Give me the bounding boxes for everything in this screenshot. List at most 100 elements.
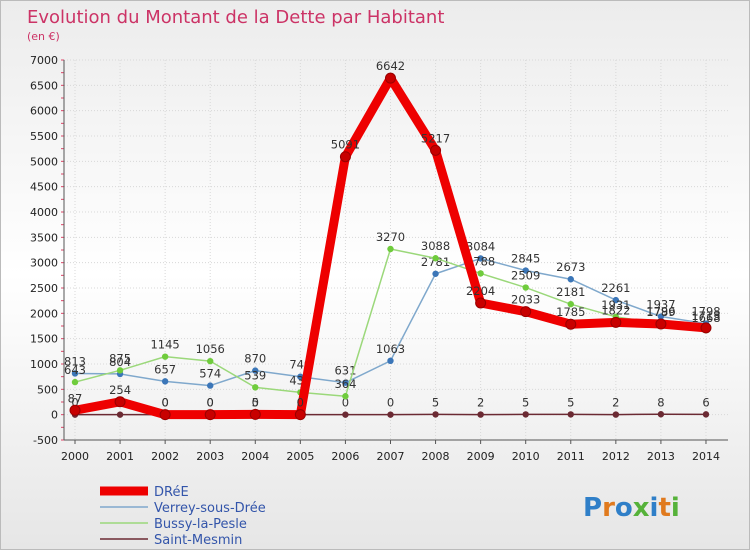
y-tick-label: 4000 xyxy=(30,206,58,219)
x-tick-label: 2010 xyxy=(512,450,540,463)
x-tick-label: 2004 xyxy=(241,450,269,463)
chart-subtitle: (en €) xyxy=(27,30,60,43)
y-tick-label: 3500 xyxy=(30,231,58,244)
data-point xyxy=(477,411,483,417)
data-point xyxy=(115,397,125,407)
data-point xyxy=(701,323,711,333)
y-tick-label: 4500 xyxy=(30,181,58,194)
legend-label: DRéE xyxy=(154,485,189,500)
data-label: 2845 xyxy=(511,252,540,266)
y-tick-label: -500 xyxy=(33,434,58,447)
data-label: 875 xyxy=(109,351,131,365)
data-label: 5217 xyxy=(421,131,450,145)
data-label: 870 xyxy=(244,352,266,366)
data-point xyxy=(252,384,258,390)
data-label: 643 xyxy=(64,363,86,377)
data-point xyxy=(521,307,531,317)
y-tick-label: 1500 xyxy=(30,333,58,346)
y-tick-label: 1000 xyxy=(30,358,58,371)
data-label: 364 xyxy=(334,377,356,391)
data-label: 8 xyxy=(657,395,664,409)
data-point xyxy=(205,410,215,420)
data-point xyxy=(656,319,666,329)
data-point xyxy=(295,410,305,420)
data-point xyxy=(613,411,619,417)
data-point xyxy=(566,319,576,329)
data-point xyxy=(387,246,393,252)
y-tick-label: 2000 xyxy=(30,307,58,320)
data-point xyxy=(160,410,170,420)
proxiti-logo-text: Proxiti xyxy=(583,493,680,523)
y-tick-label: 6500 xyxy=(30,79,58,92)
data-point xyxy=(431,145,441,155)
data-point xyxy=(658,411,664,417)
data-point xyxy=(342,393,348,399)
data-point xyxy=(387,411,393,417)
x-tick-label: 2012 xyxy=(602,450,630,463)
data-label: 1822 xyxy=(601,303,630,317)
data-label: 2033 xyxy=(511,293,540,307)
data-point xyxy=(207,382,213,388)
y-tick-label: 7000 xyxy=(30,54,58,67)
data-point xyxy=(476,298,486,308)
y-tick-label: 5000 xyxy=(30,155,58,168)
data-point xyxy=(207,358,213,364)
data-label: 3088 xyxy=(421,239,450,253)
data-point xyxy=(162,378,168,384)
data-point xyxy=(162,353,168,359)
data-label: 539 xyxy=(244,368,266,382)
data-label: 5 xyxy=(252,395,259,409)
data-label: 6642 xyxy=(376,59,405,73)
data-label: 1713 xyxy=(691,309,720,323)
data-point xyxy=(703,411,709,417)
y-tick-label: 3000 xyxy=(30,257,58,270)
data-point xyxy=(432,255,438,261)
chart-title: Evolution du Montant de la Dette par Hab… xyxy=(27,7,444,28)
data-label: 5 xyxy=(432,395,439,409)
y-tick-label: 500 xyxy=(37,383,58,396)
data-label: 5 xyxy=(567,395,574,409)
data-point xyxy=(342,411,348,417)
x-tick-label: 2003 xyxy=(196,450,224,463)
data-point xyxy=(432,271,438,277)
data-label: 0 xyxy=(387,396,394,410)
y-tick-label: 6000 xyxy=(30,105,58,118)
data-point xyxy=(568,411,574,417)
data-point xyxy=(523,284,529,290)
data-label: 2509 xyxy=(511,269,540,283)
data-label: 1789 xyxy=(646,305,675,319)
data-point xyxy=(432,411,438,417)
data-label: 1056 xyxy=(196,342,225,356)
data-label: 2181 xyxy=(556,285,585,299)
data-label: 3084 xyxy=(466,239,495,253)
proxiti-logo: Proxiti xyxy=(583,493,680,523)
data-label: 657 xyxy=(154,362,176,376)
data-point xyxy=(387,358,393,364)
data-point xyxy=(340,152,350,162)
data-point xyxy=(568,276,574,282)
data-point xyxy=(117,411,123,417)
data-point xyxy=(385,73,395,83)
data-label: 1145 xyxy=(150,338,179,352)
data-label: 254 xyxy=(109,383,131,397)
x-tick-label: 2013 xyxy=(647,450,675,463)
data-label: 0 xyxy=(161,396,168,410)
data-label: 1785 xyxy=(556,305,585,319)
data-point xyxy=(72,379,78,385)
legend-label: Saint-Mesmin xyxy=(154,533,242,548)
data-label: 2 xyxy=(612,396,619,410)
x-tick-label: 2002 xyxy=(151,450,179,463)
data-point xyxy=(523,411,529,417)
y-tick-label: 5500 xyxy=(30,130,58,143)
data-label: 5091 xyxy=(331,138,360,152)
data-label: 574 xyxy=(199,367,221,381)
x-tick-label: 2009 xyxy=(467,450,495,463)
x-tick-label: 2007 xyxy=(376,450,404,463)
y-tick-label: 0 xyxy=(51,409,58,422)
data-label: 2204 xyxy=(466,284,495,298)
legend-label: Bussy-la-Pesle xyxy=(154,517,247,532)
y-tick-label: 2500 xyxy=(30,282,58,295)
x-tick-label: 2011 xyxy=(557,450,585,463)
